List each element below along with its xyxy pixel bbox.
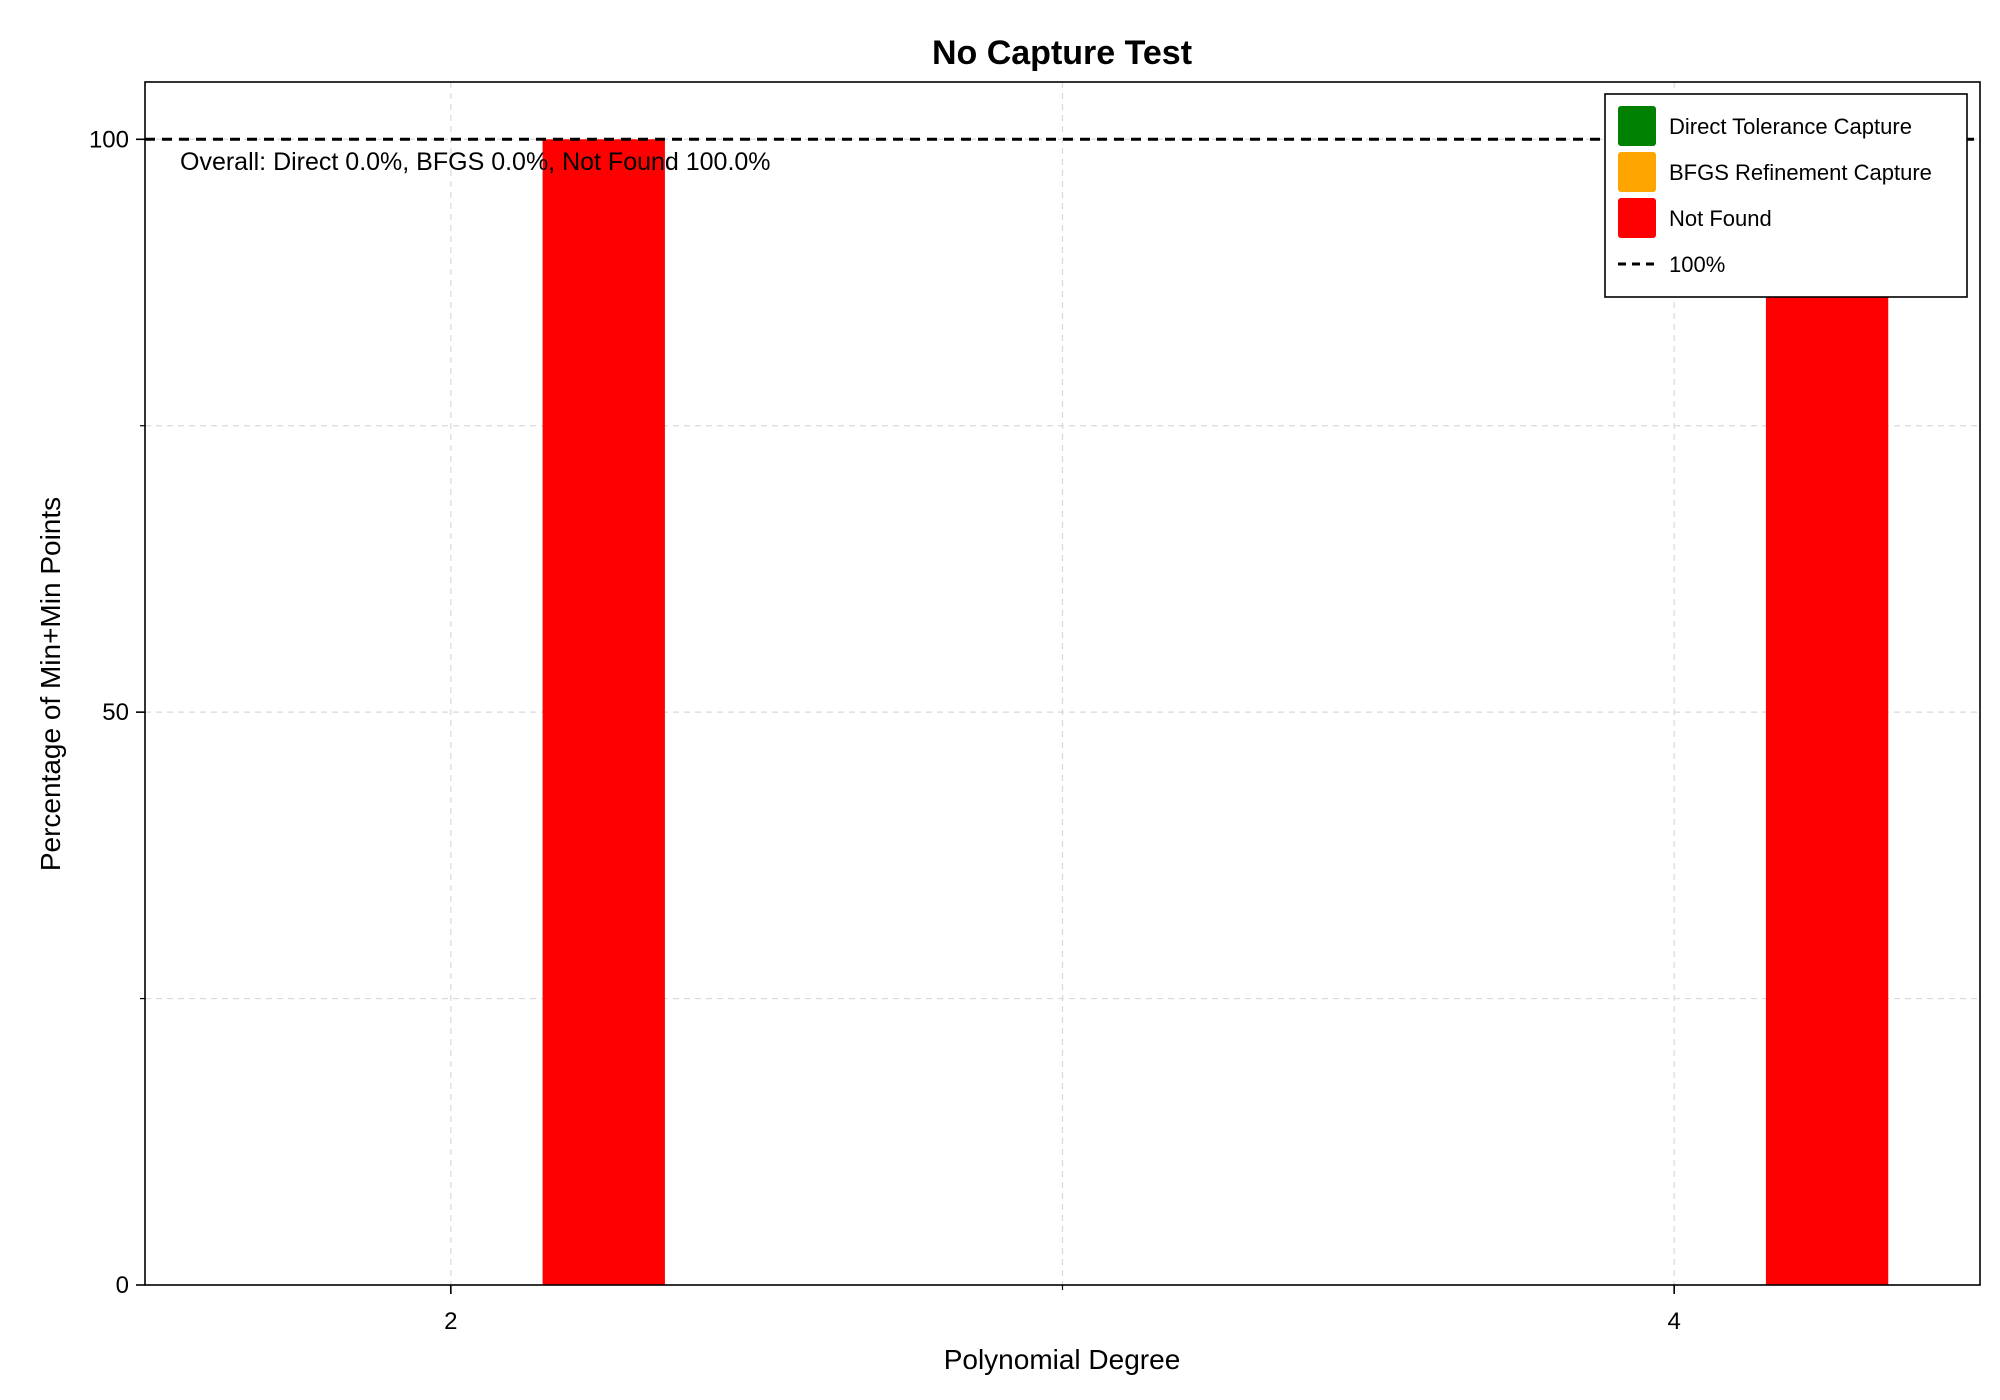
y-tick-label: 50 — [102, 699, 129, 726]
legend-box — [1604, 93, 1968, 298]
overall-annotation: Overall: Direct 0.0%, BFGS 0.0%, Not Fou… — [180, 148, 771, 176]
legend-label-direct-tolerance-capture: Direct Tolerance Capture — [1669, 114, 1912, 139]
legend-swatch-not-found — [1618, 198, 1656, 238]
y-tick-label: 100 — [89, 126, 129, 153]
bar-not-found-degree-4 — [1765, 139, 1889, 1285]
legend: Direct Tolerance Capture BFGS Refinement … — [1604, 93, 1968, 298]
x-axis-label: Polynomial Degree — [944, 1344, 1181, 1375]
legend-label-reference: 100% — [1669, 252, 1725, 277]
legend-swatch-bfgs-refinement-capture — [1618, 152, 1656, 192]
legend-label-bfgs-refinement-capture: BFGS Refinement Capture — [1669, 160, 1932, 185]
x-tick-label: 2 — [444, 1308, 457, 1335]
legend-label-not-found: Not Found — [1669, 206, 1772, 231]
bar-not-found-degree-2 — [542, 139, 665, 1285]
legend-swatch-direct-tolerance-capture — [1618, 106, 1656, 146]
bars-layer — [542, 139, 1889, 1285]
ticks-layer: 0 50 100 2 4 — [89, 126, 1681, 1335]
y-tick-label: 0 — [116, 1272, 129, 1299]
y-axis-label: Percentage of Min+Min Points — [35, 497, 66, 871]
chart-title: No Capture Test — [932, 34, 1192, 72]
x-tick-label: 4 — [1667, 1308, 1680, 1335]
